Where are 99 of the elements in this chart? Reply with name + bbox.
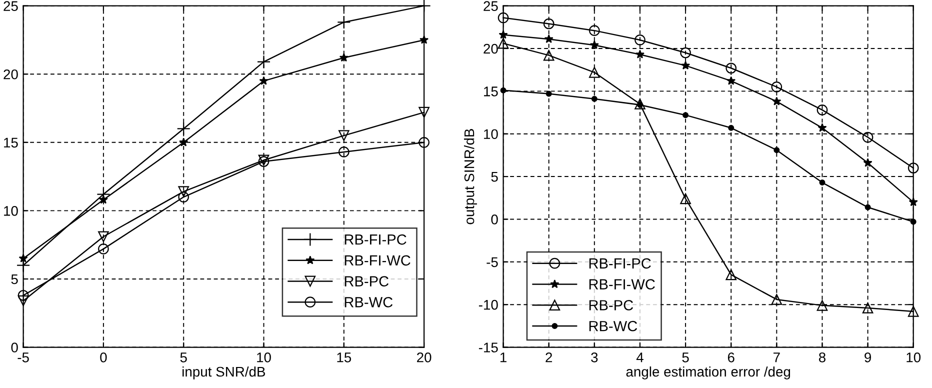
point xyxy=(498,12,509,24)
point xyxy=(818,123,827,132)
point xyxy=(418,136,430,148)
point xyxy=(498,30,508,39)
y-tick-label: 5 xyxy=(11,274,18,284)
x-tick-label: 20 xyxy=(417,352,432,362)
point xyxy=(908,162,919,174)
y-tick-label: -15 xyxy=(478,342,498,352)
point xyxy=(337,15,351,30)
point xyxy=(543,18,554,30)
y-tick-label: 20 xyxy=(484,44,498,54)
point xyxy=(726,62,737,74)
point xyxy=(588,66,600,78)
point xyxy=(18,290,29,301)
x-tick-label: 7 xyxy=(774,352,780,362)
x-tick-label: -5 xyxy=(18,352,29,362)
x-tick-label: 2 xyxy=(546,352,552,362)
point xyxy=(862,302,874,314)
x-tick-label: 15 xyxy=(337,352,352,362)
point xyxy=(591,96,598,102)
x-tick-label: 1 xyxy=(500,352,506,362)
point xyxy=(18,295,29,306)
y-tick-label: 25 xyxy=(4,1,18,11)
point xyxy=(819,180,826,186)
point xyxy=(420,35,429,44)
legend-label: RB-FI-PC xyxy=(344,234,406,245)
x-tick-label: 4 xyxy=(636,352,644,362)
point xyxy=(418,106,430,118)
y-tick-label: -10 xyxy=(478,300,498,310)
point xyxy=(681,60,690,70)
x-tick-label: 10 xyxy=(906,352,921,362)
point xyxy=(682,112,689,118)
point xyxy=(590,40,599,50)
point xyxy=(772,96,782,106)
y-tick-label: 15 xyxy=(4,138,18,148)
point xyxy=(680,47,691,58)
point xyxy=(588,25,600,36)
legend-label: RB-FI-PC xyxy=(589,258,651,269)
legend-label: RB-FI-WC xyxy=(589,279,655,290)
point xyxy=(816,104,828,116)
point xyxy=(498,38,509,49)
y-axis-title: output SINR/dB xyxy=(464,129,477,224)
point xyxy=(178,186,190,197)
point xyxy=(543,50,554,61)
point xyxy=(176,122,190,136)
point xyxy=(635,50,644,58)
point xyxy=(771,81,782,92)
x-tick-label: 5 xyxy=(180,352,187,362)
y-tick-label: 20 xyxy=(4,69,18,80)
y-tick-label: 0 xyxy=(491,214,498,224)
point xyxy=(178,192,190,202)
point xyxy=(259,76,268,85)
point xyxy=(338,146,350,158)
point xyxy=(726,76,736,85)
x-tick-label: 0 xyxy=(100,352,107,362)
point xyxy=(98,244,109,254)
legend-label: RB-WC xyxy=(344,297,393,308)
point xyxy=(179,138,188,146)
point xyxy=(546,90,552,97)
legend-label: RB-FI-WC xyxy=(344,255,410,266)
y-tick-label: 0 xyxy=(11,342,18,352)
y-tick-label: 5 xyxy=(491,172,498,182)
x-tick-label: 3 xyxy=(591,352,598,362)
point xyxy=(864,204,871,210)
x-tick-label: 8 xyxy=(818,352,826,362)
point xyxy=(98,195,108,204)
x-axis-title: angle estimation error /deg xyxy=(626,366,790,380)
x-tick-label: 9 xyxy=(864,352,871,362)
legend-label: RB-PC xyxy=(344,276,389,286)
point xyxy=(256,55,271,69)
point xyxy=(862,132,874,143)
y-tick-label: -5 xyxy=(486,257,498,268)
legend-label: RB-WC xyxy=(589,320,638,332)
point xyxy=(417,0,431,13)
point xyxy=(338,130,350,141)
y-tick-label: 25 xyxy=(484,1,498,11)
point xyxy=(98,231,109,242)
y-tick-label: 10 xyxy=(484,129,498,140)
point xyxy=(634,34,646,46)
x-tick-label: 5 xyxy=(682,352,689,362)
y-tick-label: 10 xyxy=(4,206,18,216)
point xyxy=(908,197,918,206)
point xyxy=(18,254,28,262)
point xyxy=(908,306,919,317)
point xyxy=(771,294,782,305)
point xyxy=(680,193,691,204)
legend-label: RB-PC xyxy=(589,300,634,310)
x-tick-label: 6 xyxy=(728,352,734,362)
point xyxy=(544,34,554,44)
point xyxy=(774,147,780,154)
y-tick-label: 15 xyxy=(484,86,498,96)
point xyxy=(634,98,646,110)
x-tick-label: 10 xyxy=(257,352,271,362)
point xyxy=(728,124,734,131)
point xyxy=(339,52,348,62)
point xyxy=(816,300,828,311)
point xyxy=(726,269,737,280)
point xyxy=(863,158,872,167)
x-axis-title: input SNR/dB xyxy=(182,366,266,380)
